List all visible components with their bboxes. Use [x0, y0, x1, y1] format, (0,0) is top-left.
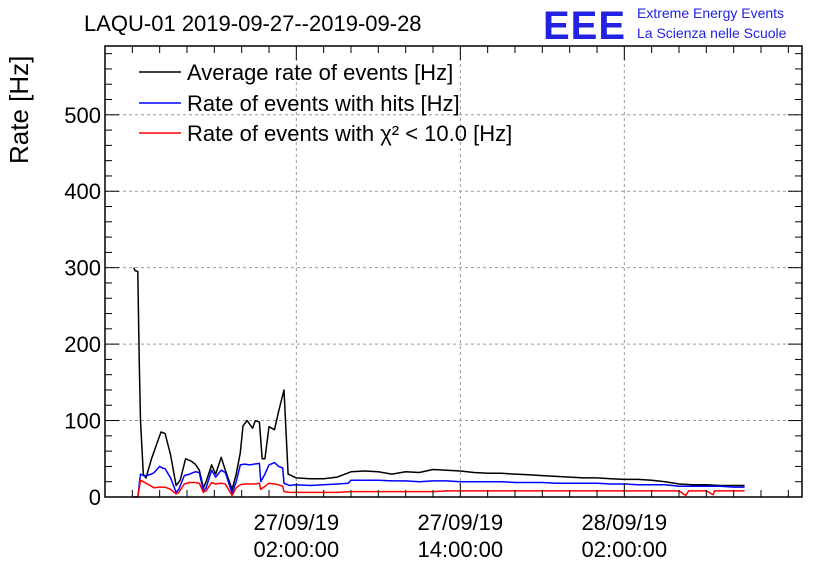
chart-title: LAQU-01 2019-09-27--2019-09-28: [84, 11, 422, 36]
y-tick-labels: 0 100 200 300 400 500: [64, 103, 101, 510]
x-tick-label-date: 28/09/19: [582, 510, 668, 535]
logo-line-1: Extreme Energy Events: [637, 5, 784, 21]
legend: Average rate of events [Hz] Rate of even…: [139, 60, 512, 146]
x-tick-labels: 27/09/1902:00:0027/09/1914:00:0028/09/19…: [254, 510, 668, 562]
eee-logo-mark: EEE: [543, 4, 626, 48]
series-line-average-rate: [133, 267, 745, 491]
grid-lines: [105, 46, 802, 497]
series-lines: [133, 267, 745, 498]
legend-label-average-rate: Average rate of events [Hz]: [187, 60, 453, 85]
plot-frame: [104, 45, 803, 498]
axis-ticks: [105, 46, 802, 498]
x-tick-label-time: 14:00:00: [418, 537, 504, 562]
x-tick-label-time: 02:00:00: [582, 537, 668, 562]
y-tick-label: 300: [64, 256, 101, 281]
series-line-hits-rate: [133, 461, 745, 498]
y-tick-label: 500: [64, 103, 101, 128]
series-line-chi2-rate: [133, 479, 745, 498]
x-tick-label-date: 27/09/19: [418, 510, 504, 535]
y-tick-label: 100: [64, 409, 101, 434]
legend-label-hits-rate: Rate of events with hits [Hz]: [187, 91, 460, 116]
x-tick-label-date: 27/09/19: [254, 510, 340, 535]
x-tick-label-time: 02:00:00: [254, 537, 340, 562]
y-tick-label: 200: [64, 332, 101, 357]
y-axis-title: Rate [Hz]: [4, 56, 34, 164]
y-tick-label: 0: [89, 485, 101, 510]
logo-line-2: La Scienza nelle Scuole: [637, 25, 787, 41]
y-tick-label: 400: [64, 179, 101, 204]
legend-label-chi2-rate: Rate of events with χ² < 10.0 [Hz]: [187, 121, 512, 146]
